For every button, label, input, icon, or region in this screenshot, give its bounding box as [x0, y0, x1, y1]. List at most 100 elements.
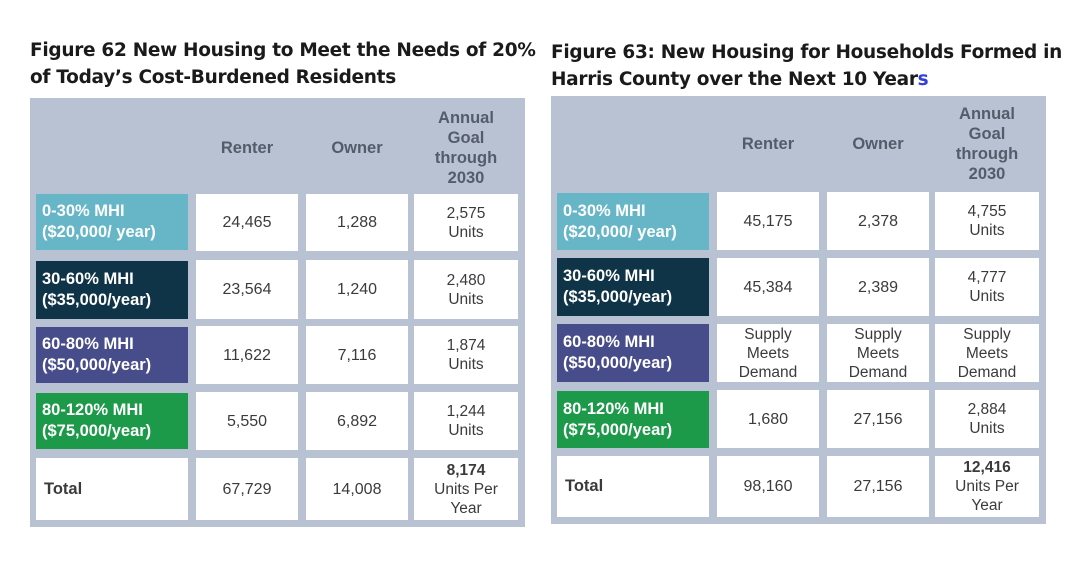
row-label-line2: ($20,000/ year)	[42, 223, 156, 241]
cell-text-line3: Demand	[848, 363, 908, 381]
goal-value: 4,755	[967, 203, 1007, 220]
goal-value: 2,884	[967, 401, 1007, 418]
row-label-line1: 30-60% MHI	[563, 267, 655, 285]
header-goal-line3: through	[955, 145, 1019, 163]
header-owner: Owner	[852, 135, 904, 153]
cell-renter: 24,465	[196, 194, 298, 251]
cell-goal: 4,755 Units	[935, 192, 1039, 250]
goal-unit: Units	[969, 420, 1005, 437]
figure-63-title: Figure 63: New Housing for Households Fo…	[551, 39, 1071, 93]
goal-unit: Units	[969, 222, 1005, 239]
cell-owner: 7,116	[306, 326, 408, 384]
cell-text-line1: Supply	[963, 325, 1011, 343]
row-label-line1: 60-80% MHI	[563, 333, 655, 351]
header-goal-line3: through	[434, 149, 498, 167]
cell-text-line3: Demand	[738, 363, 798, 381]
row-label-line1: 80-120% MHI	[563, 399, 664, 418]
row-label-line1: 0-30% MHI	[42, 202, 125, 220]
cell-renter-total: 98,160	[717, 456, 819, 517]
goal-unit: Units	[969, 288, 1005, 305]
goal-unit: Units Per	[434, 480, 498, 498]
cell-goal: 1,244 Units	[414, 392, 518, 450]
row-label-line1: 60-80% MHI	[42, 335, 134, 353]
header-goal-line1: Annual	[438, 109, 494, 127]
cell-text-line2: Meets	[965, 344, 1009, 362]
row-label-line1: 30-60% MHI	[42, 270, 134, 288]
cell-goal-total: 12,416 Units Per Year	[935, 456, 1039, 517]
row-label-0-30: 0-30% MHI ($20,000/ year)	[36, 194, 188, 250]
cell-renter: 11,622	[196, 326, 298, 384]
header-goal-line4: 2030	[968, 165, 1006, 183]
goal-value: 2,575	[446, 204, 486, 222]
header-annual-goal: Annual Goal through 2030	[414, 106, 518, 190]
cell-text-line2: Meets	[856, 344, 900, 362]
header-goal-line4: 2030	[447, 169, 485, 187]
cell-goal: 4,777 Units	[935, 258, 1039, 316]
goal-unit: Units	[448, 290, 484, 308]
cell-owner: 1,240	[306, 260, 408, 319]
goal-value: 4,777	[967, 269, 1007, 286]
goal-value: 2,480	[446, 271, 486, 289]
goal-unit: Units	[448, 422, 484, 439]
row-label-line2: ($50,000/year)	[563, 354, 673, 372]
goal-unit-suffix: Year	[450, 499, 482, 517]
row-label-line2: ($75,000/year)	[42, 422, 152, 440]
cell-owner-total: 14,008	[306, 458, 408, 520]
cell-owner: 2,378	[827, 192, 929, 250]
goal-value: 1,874	[446, 337, 486, 354]
row-label-total: Total	[557, 456, 709, 517]
figure-63-title-tail: s	[917, 69, 929, 90]
cell-goal: Supply Meets Demand	[935, 324, 1039, 382]
figure-62-title: Figure 62 New Housing to Meet the Needs …	[30, 40, 536, 88]
row-label-total: Total	[36, 458, 188, 520]
row-label-line1: 80-120% MHI	[42, 401, 143, 419]
row-label-line2: ($50,000/year)	[42, 356, 152, 374]
cell-owner-total: 27,156	[827, 456, 929, 517]
cell-goal: 2,575 Units	[414, 194, 518, 251]
goal-unit: Units	[448, 223, 484, 241]
cell-owner: 6,892	[306, 392, 408, 450]
goal-value: 8,174	[446, 461, 486, 479]
row-label-line2: ($35,000/year)	[563, 288, 673, 306]
header-renter: Renter	[220, 139, 274, 157]
cell-owner: 2,389	[827, 258, 929, 316]
header-goal-line1: Annual	[959, 105, 1015, 123]
cell-renter: 23,564	[196, 260, 298, 319]
figure-62-table: Renter Owner Annual Goal through 2030 0-…	[30, 98, 525, 527]
row-label-60-80: 60-80% MHI ($50,000/year)	[36, 327, 188, 383]
header-annual-goal: Annual Goal through 2030	[935, 102, 1039, 186]
row-label-60-80: 60-80% MHI ($50,000/year)	[557, 324, 709, 382]
goal-value: 12,416	[963, 459, 1011, 476]
cell-text-line3: Demand	[957, 363, 1017, 381]
goal-value: 1,244	[446, 403, 486, 420]
row-label-0-30: 0-30% MHI ($20,000/ year)	[557, 193, 709, 250]
cell-renter: 1,680	[717, 390, 819, 448]
cell-goal: 2,884 Units	[935, 390, 1039, 448]
row-label-30-60: 30-60% MHI ($35,000/year)	[557, 258, 709, 316]
header-renter: Renter	[741, 135, 795, 153]
row-label-80-120: 80-120% MHI ($75,000/year)	[36, 393, 188, 449]
cell-renter: 45,175	[717, 192, 819, 250]
cell-renter: Supply Meets Demand	[717, 324, 819, 382]
row-label-30-60: 30-60% MHI ($35,000/year)	[36, 261, 188, 319]
cell-goal: 1,874 Units	[414, 326, 518, 384]
goal-unit-suffix: Year	[971, 497, 1003, 514]
goal-unit: Units Per	[955, 478, 1019, 495]
row-label-line2: ($35,000/year)	[42, 291, 152, 309]
cell-owner: Supply Meets Demand	[827, 324, 929, 382]
cell-renter: 5,550	[196, 392, 298, 450]
cell-owner: 1,288	[306, 194, 408, 251]
cell-text-line2: Meets	[746, 344, 790, 362]
figure-63-table: Renter Owner Annual Goal through 2030 0-…	[551, 96, 1046, 524]
cell-text-line1: Supply	[744, 325, 792, 343]
cell-owner: 27,156	[827, 390, 929, 448]
cell-renter: 45,384	[717, 258, 819, 316]
cell-renter-total: 67,729	[196, 458, 298, 520]
row-label-line2: ($75,000/year)	[563, 420, 673, 439]
row-label-line2: ($20,000/ year)	[563, 222, 677, 241]
header-goal-line2: Goal	[968, 125, 1006, 143]
cell-text-line1: Supply	[854, 325, 902, 343]
header-owner: Owner	[331, 139, 383, 157]
goal-unit: Units	[448, 356, 484, 373]
figure-63-title-main: Figure 63: New Housing for Households Fo…	[551, 42, 1063, 90]
